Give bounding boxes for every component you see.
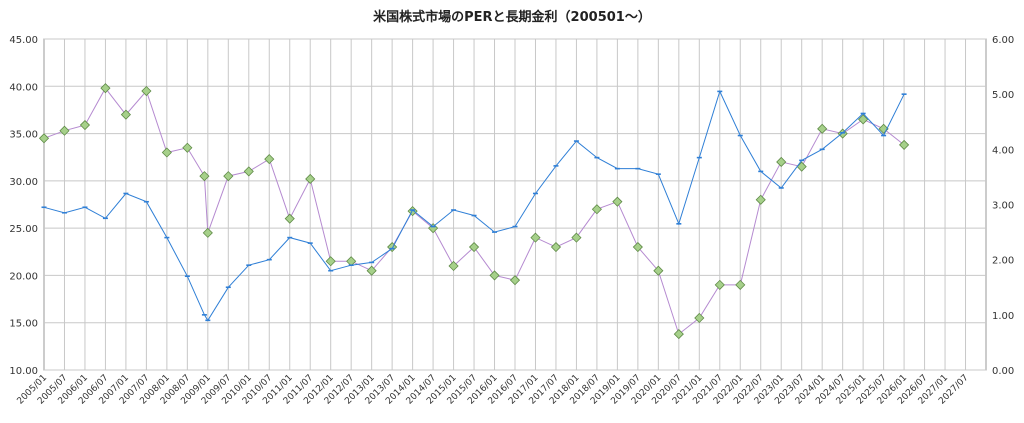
series-2 (41, 90, 907, 322)
y-left-tick-label: 30.00 (9, 177, 38, 188)
y-right-tick-label: 5.00 (992, 90, 1014, 101)
data-point (817, 123, 828, 134)
y-left-tick-label: 25.00 (9, 224, 38, 235)
data-point (612, 196, 623, 207)
data-point (325, 256, 336, 267)
data-point (591, 204, 602, 215)
y-right-tick-label: 0.00 (992, 366, 1014, 377)
y-left-tick-label: 15.00 (9, 319, 38, 330)
data-point (202, 227, 213, 238)
y-right-tick-label: 1.00 (992, 311, 1014, 322)
data-point (366, 265, 377, 276)
data-point (284, 213, 295, 224)
y-right-tick-label: 6.00 (992, 35, 1014, 46)
data-point (264, 154, 275, 165)
data-point (243, 166, 254, 177)
data-point (161, 147, 172, 158)
chart-title: 米国株式市場のPERと長期金利（200501～） (373, 9, 651, 25)
series-layer (38, 83, 910, 340)
y-right-tick-label: 3.00 (992, 201, 1014, 212)
y-left-tick-label: 45.00 (9, 35, 38, 46)
series-line (43, 87, 905, 335)
data-point (120, 109, 131, 120)
data-point (305, 173, 316, 185)
data-point (489, 270, 500, 281)
data-point (448, 260, 459, 272)
data-point (714, 279, 725, 290)
data-point (653, 265, 664, 276)
data-point (550, 241, 562, 253)
y-right-tick-label: 2.00 (992, 256, 1014, 267)
data-point (673, 328, 684, 340)
y-left-tick-label: 35.00 (9, 130, 38, 141)
data-point (141, 85, 152, 97)
data-point (199, 171, 210, 182)
data-point (735, 279, 746, 290)
data-point (632, 241, 643, 253)
data-point (182, 142, 193, 153)
data-point (223, 171, 234, 182)
y-left-tick-label: 20.00 (9, 271, 38, 282)
series-1 (38, 83, 910, 340)
series-line (43, 90, 905, 322)
y-left-tick-label: 40.00 (9, 82, 38, 93)
y-left-tick-label: 10.00 (9, 366, 38, 377)
data-point (899, 139, 910, 150)
data-point (858, 114, 869, 125)
data-point (755, 194, 766, 205)
data-point (571, 232, 582, 243)
data-point (59, 125, 70, 136)
data-point (100, 83, 111, 94)
data-point (509, 275, 521, 286)
grid-layer (43, 38, 987, 371)
data-point (694, 312, 705, 324)
data-point (776, 156, 787, 168)
y-right-tick-label: 4.00 (992, 145, 1014, 156)
data-point (530, 232, 541, 243)
data-point (468, 241, 480, 253)
data-point (79, 119, 91, 131)
data-point (38, 133, 50, 144)
